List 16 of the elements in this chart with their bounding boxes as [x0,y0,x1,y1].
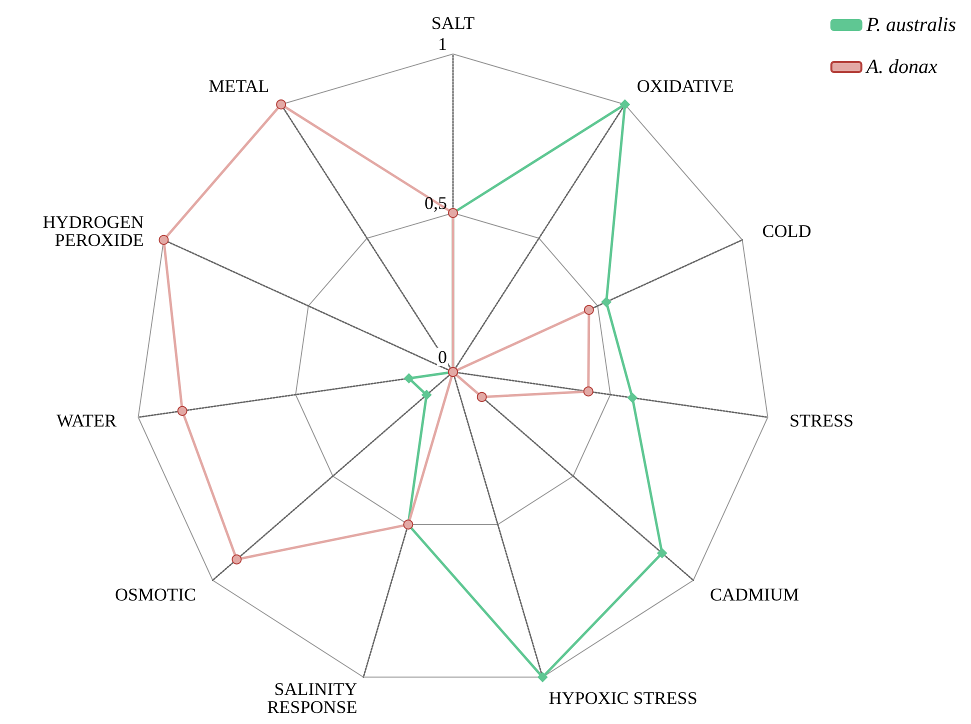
spoke-label: OSMOTIC [115,584,196,605]
spoke-label: SALINITY RESPONSE [267,679,358,718]
legend-label: A. donax [864,56,938,78]
spoke-label: COLD [762,220,812,241]
y-tick-label: 0 [438,347,447,367]
spoke-label: HYPOXIC STRESS [548,688,698,708]
spoke-label: OXIDATIVE [636,76,734,96]
spoke-label: SALT [431,13,475,33]
y-tick-label: 0,5 [424,193,447,213]
y-tick-label: 1 [438,34,447,54]
spoke-label: STRESS [790,410,854,430]
spoke-label: HYDROGEN PEROXIDE [42,212,144,250]
spoke-label: METAL [208,76,270,96]
spoke-label: CADMIUM [710,584,799,605]
spoke-label: WATER [56,410,116,430]
legend-label: P. australis [865,14,956,36]
